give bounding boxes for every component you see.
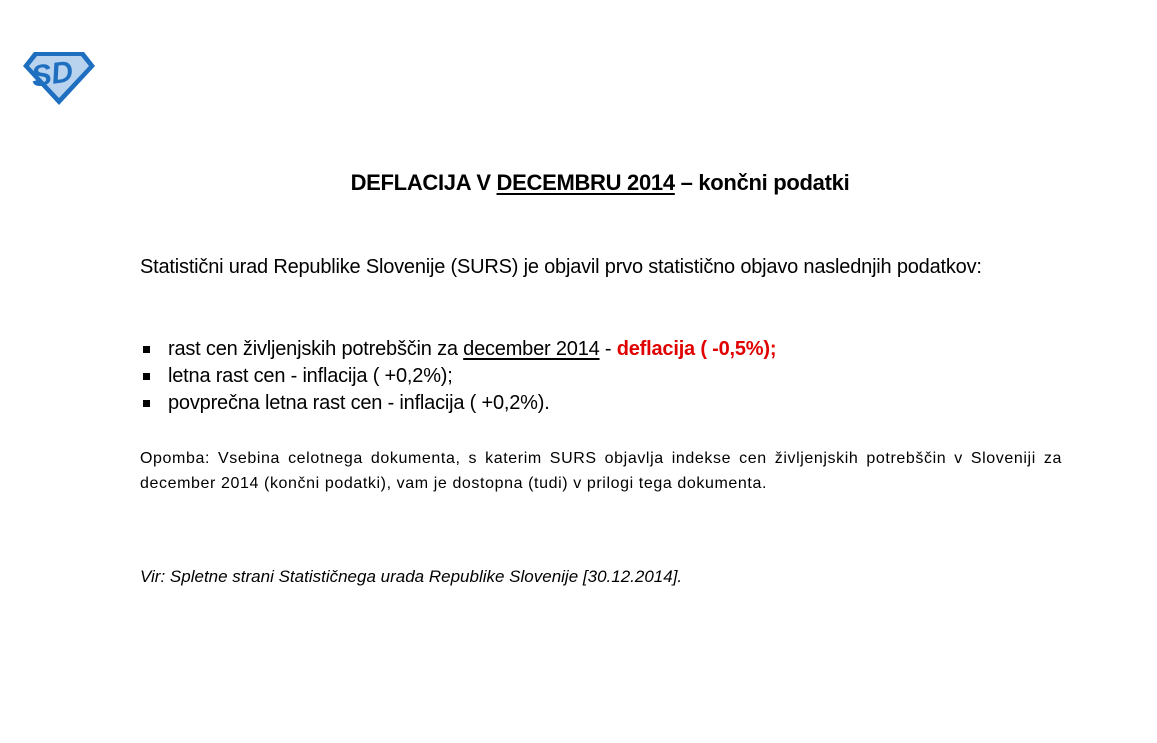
bullet-text: rast cen življenjskih potrebščin za — [168, 338, 464, 360]
title-suffix: – končni podatki — [674, 170, 850, 195]
list-item: rast cen življenjskih potrebščin za dece… — [140, 336, 777, 363]
deflation-value: deflacija ( -0,5%); — [616, 338, 777, 360]
bullet-text: povprečna letna rast cen - inflacija ( +… — [168, 392, 550, 414]
list-item: letna rast cen - inflacija ( +0,2%); — [140, 363, 776, 390]
svg-text:SD: SD — [29, 55, 75, 93]
title-prefix: DEFLACIJA V — [350, 170, 497, 195]
intro-paragraph: Statistični urad Republike Slovenije (SU… — [140, 256, 982, 278]
title-date: DECEMBRU 2014 — [496, 170, 676, 195]
bullet-date: december 2014 — [463, 338, 600, 360]
sd-logo: SD — [23, 52, 95, 105]
bullet-list: rast cen življenjskih potrebščin za dece… — [140, 336, 777, 417]
page-title: DEFLACIJA V DECEMBRU 2014 – končni podat… — [0, 170, 1157, 196]
note-paragraph: Opomba: Vsebina celotnega dokumenta, s k… — [140, 450, 1062, 492]
source-citation: Vir: Spletne strani Statističnega urada … — [140, 567, 683, 586]
bullet-sep: - — [599, 338, 617, 360]
list-item: povprečna letna rast cen - inflacija ( +… — [140, 390, 776, 417]
bullet-text: letna rast cen - inflacija ( +0,2%); — [168, 365, 453, 387]
